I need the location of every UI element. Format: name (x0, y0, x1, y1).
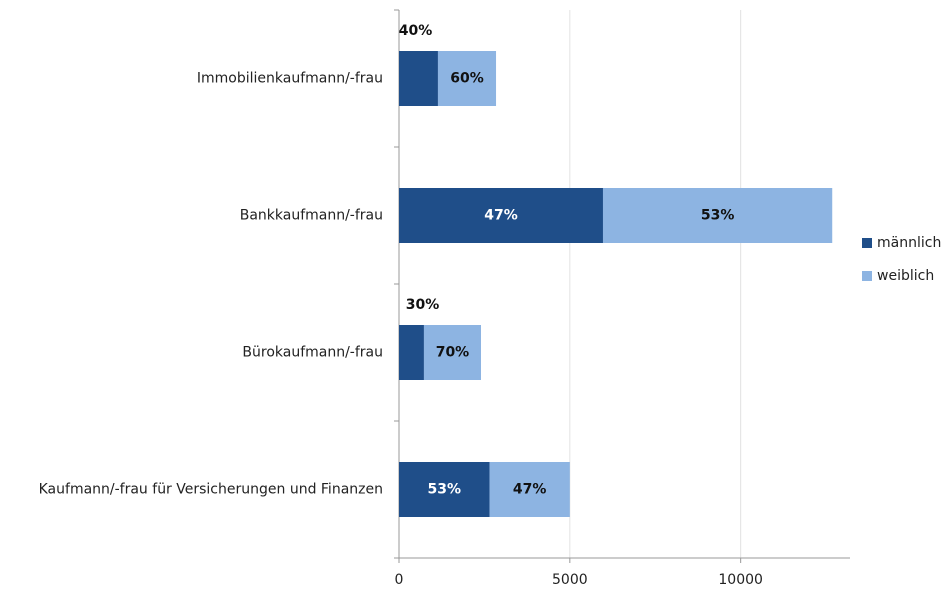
bar-segment (602, 188, 833, 243)
legend-label: männlich (877, 235, 941, 251)
legend-swatch (862, 271, 872, 281)
data-label: 53% (428, 482, 462, 498)
x-tick-label: 0 (395, 572, 404, 588)
data-label: 53% (701, 208, 735, 224)
bar-segment (399, 51, 438, 106)
bar-segment (423, 325, 481, 380)
data-label: 60% (450, 71, 484, 87)
data-label: 70% (436, 345, 470, 361)
y-tick-label: Bürokaufmann/-frau (242, 345, 383, 361)
y-tick-label: Immobilienkaufmann/-frau (197, 71, 383, 87)
bar-segment (399, 325, 424, 380)
legend-label: weiblich (877, 268, 934, 284)
bar-segment (437, 51, 497, 106)
y-tick-label: Kaufmann/-frau für Versicherungen und Fi… (39, 482, 383, 498)
bar-segment (399, 462, 490, 517)
bar-segment (399, 188, 603, 243)
x-tick-label: 10000 (718, 572, 763, 588)
data-label: 30% (406, 297, 440, 313)
legend-swatch (862, 238, 872, 248)
data-label: 47% (513, 482, 547, 498)
y-tick-label: Bankkaufmann/-frau (240, 208, 383, 224)
x-tick-label: 5000 (552, 572, 588, 588)
data-label: 47% (484, 208, 518, 224)
bar-segment (489, 462, 570, 517)
data-label: 40% (399, 23, 433, 39)
